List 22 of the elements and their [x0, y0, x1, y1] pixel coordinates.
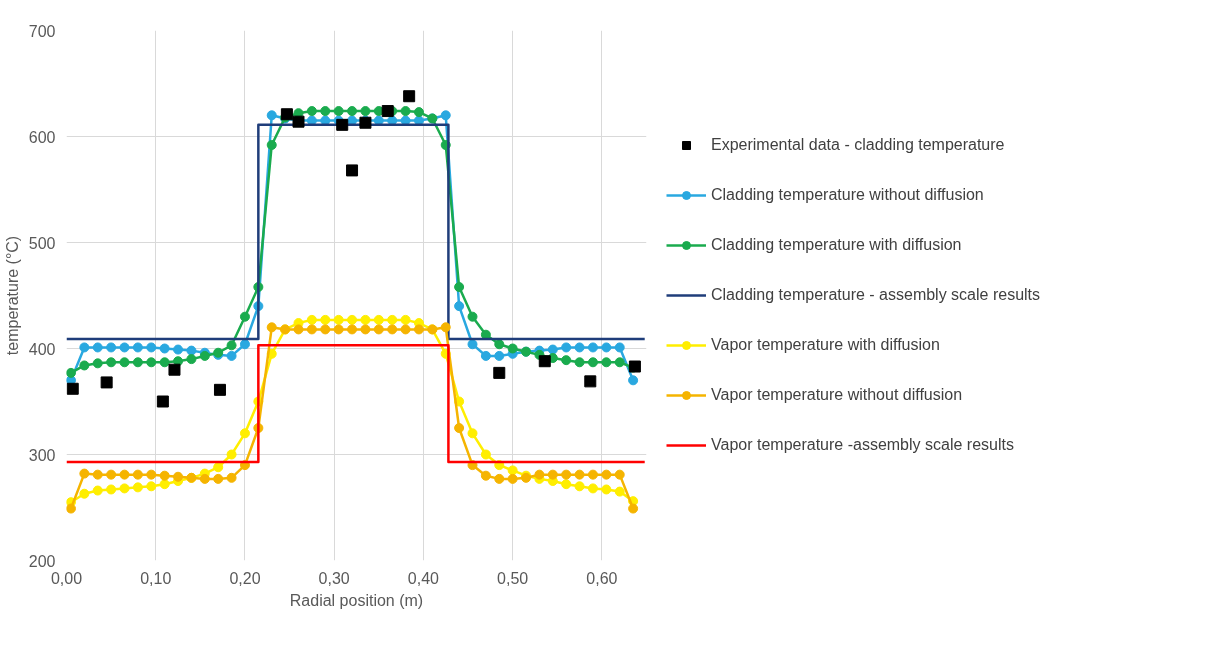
x-tick-label: 0,00 [50, 569, 83, 587]
x-tick-label: 0,60 [586, 569, 618, 587]
x-tick-label: 0,10 [140, 569, 172, 587]
legend-label: Experimental data - cladding temperature [711, 136, 1005, 154]
x-tick-label: 0,50 [497, 569, 529, 587]
x-axis-title: Radial position (m) [289, 591, 424, 609]
legend-label: Cladding temperature with diffusion [711, 236, 962, 254]
x-tick-label: 0,30 [318, 569, 350, 587]
y-tick-label: 300 [28, 446, 56, 464]
legend-label: Vapor temperature with diffusion [711, 336, 940, 354]
y-tick-label: 400 [28, 340, 56, 358]
y-tick-label: 700 [28, 22, 56, 40]
legend-label: Vapor temperature -assembly scale results [711, 436, 1014, 454]
legend-label: Cladding temperature - assembly scale results [711, 286, 1041, 304]
y-tick-label: 200 [28, 552, 56, 570]
x-tick-label: 0,40 [407, 569, 440, 587]
legend-label: Cladding temperature without diffusion [711, 186, 984, 204]
y-tick-label: 600 [28, 128, 56, 146]
x-tick-label: 0,20 [229, 569, 261, 587]
legend-label: Vapor temperature without diffusion [711, 386, 963, 404]
y-axis-title: temperature (°C) [3, 235, 21, 356]
y-tick-label: 500 [28, 234, 56, 252]
